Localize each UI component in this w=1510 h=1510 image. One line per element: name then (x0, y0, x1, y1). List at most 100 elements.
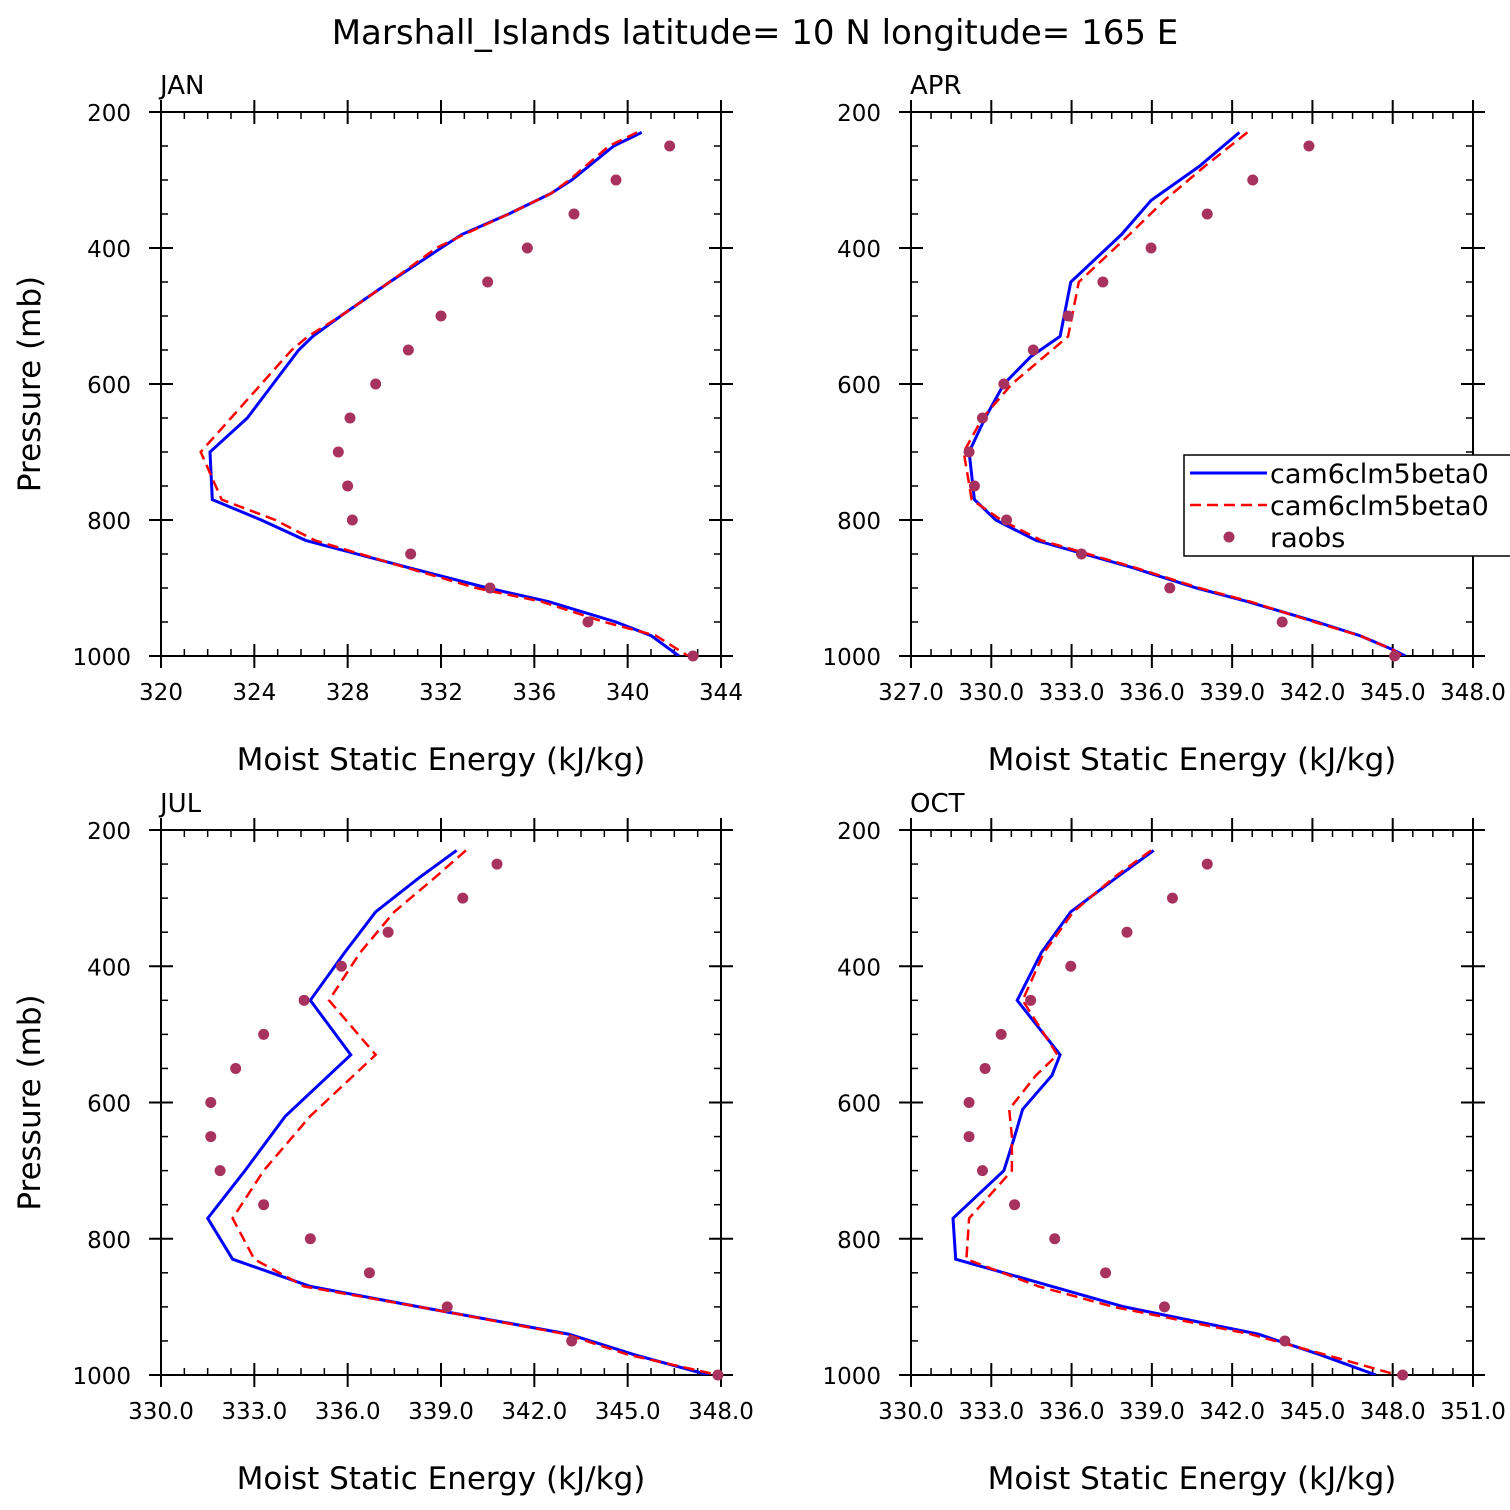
x-tick-label: 328 (326, 680, 370, 706)
raobs-point (1397, 1369, 1409, 1381)
x-tick-label: 345.0 (1360, 680, 1426, 706)
panels: 200 400 600 800 1000 320 324 328 332 336 340 344 Moi… (12, 71, 1506, 1497)
x-tick-label: 351.0 (1440, 1399, 1506, 1425)
x-tick-label: 320 (139, 680, 183, 706)
raobs-point (457, 892, 469, 904)
raobs-point (979, 1062, 991, 1074)
x-tick-label: 333.0 (958, 1399, 1024, 1425)
y-tick-label: 800 (837, 509, 881, 535)
raobs-point (482, 276, 494, 288)
raobs-point (963, 1097, 975, 1108)
raobs-point (205, 1131, 217, 1143)
raobs-point (1025, 994, 1037, 1006)
raobs-point (998, 378, 1010, 390)
raobs-point (441, 1301, 453, 1313)
raobs-point (402, 344, 414, 356)
legend-label-dashed: cam6clm5beta0 (1270, 491, 1489, 522)
y-tick-label: 200 (87, 101, 131, 127)
legend-label-solid: cam6clm5beta0 (1270, 459, 1489, 490)
x-axis-label: Moist Static Energy (kJ/kg) (988, 742, 1397, 778)
panel-title: JUL (158, 789, 202, 819)
raobs-point (521, 242, 533, 254)
series-line-dashed (199, 131, 689, 656)
x-tick-label: 342.0 (501, 1399, 567, 1425)
y-tick-label: 1000 (822, 645, 881, 671)
raobs-point (1121, 926, 1133, 938)
raobs-point (976, 412, 988, 424)
y-axis-label: Pressure (mb) (12, 276, 48, 492)
raobs-point (568, 208, 580, 220)
raobs-point (491, 858, 503, 870)
series-line-dashed (962, 131, 1404, 656)
y-tick-label: 800 (87, 509, 131, 535)
x-axis-label: Moist Static Energy (kJ/kg) (988, 1461, 1397, 1497)
raobs-point (1065, 960, 1077, 972)
y-tick-label: 200 (837, 101, 881, 127)
raobs-point (566, 1335, 578, 1347)
raobs-point (1027, 344, 1039, 356)
raobs-point (664, 140, 676, 152)
y-tick-label: 800 (87, 1228, 131, 1254)
x-tick-label: 333.0 (1039, 680, 1105, 706)
y-tick-label: 1000 (72, 645, 131, 671)
x-tick-label: 336.0 (1119, 680, 1185, 706)
x-axis-label: Moist Static Energy (kJ/kg) (237, 1461, 646, 1497)
panel-oct: 200 400 600 800 1000 330.0 333.0 336.0 339.0 342.… (822, 789, 1505, 1497)
raobs-point (405, 548, 417, 560)
raobs-point (610, 174, 622, 186)
raobs-point (258, 1199, 270, 1211)
legend-label-raobs: raobs (1270, 523, 1345, 554)
series-line-solid (967, 131, 1406, 656)
y-tick-label: 400 (87, 237, 131, 263)
legend-raobs-marker (1223, 531, 1235, 543)
x-tick-label: 339.0 (1119, 1399, 1185, 1425)
y-tick-label: 400 (87, 955, 131, 981)
x-tick-label: 348.0 (1360, 1399, 1426, 1425)
raobs-point (582, 616, 594, 628)
x-tick-label: 327.0 (878, 680, 944, 706)
plot-frame (910, 111, 1474, 657)
raobs-point (1279, 1335, 1291, 1347)
x-tick-label: 342.0 (1279, 680, 1345, 706)
x-tick-label: 336.0 (315, 1399, 381, 1425)
raobs-point (963, 446, 975, 458)
x-tick-label: 340 (606, 680, 650, 706)
x-tick-label: 348.0 (688, 1399, 754, 1425)
y-tick-label: 600 (87, 1092, 131, 1118)
y-tick-label: 1000 (72, 1364, 131, 1390)
raobs-point (435, 310, 447, 322)
raobs-point (1389, 650, 1401, 662)
raobs-point (205, 1097, 217, 1108)
y-tick-label: 400 (837, 955, 881, 981)
legend: cam6clm5beta0 cam6clm5beta0 raobs (1183, 454, 1510, 557)
x-tick-label: 333.0 (221, 1399, 287, 1425)
y-tick-label: 200 (87, 819, 131, 845)
raobs-point (1100, 1267, 1112, 1279)
raobs-point (214, 1165, 226, 1177)
raobs-point (346, 514, 358, 526)
y-tick-label: 1000 (822, 1364, 881, 1390)
y-tick-label: 600 (837, 373, 881, 399)
raobs-point (335, 960, 347, 972)
x-tick-label: 330.0 (878, 1399, 944, 1425)
panel-title: OCT (910, 789, 965, 819)
x-tick-label: 336.0 (1039, 1399, 1105, 1425)
series-line-dashed (231, 849, 719, 1375)
raobs-point (258, 1028, 270, 1040)
y-tick-label: 200 (837, 819, 881, 845)
figure-title: Marshall_Islands latitude= 10 N longitud… (332, 13, 1179, 53)
raobs-point (1164, 582, 1176, 594)
raobs-point (1201, 858, 1213, 870)
y-tick-label: 600 (87, 373, 131, 399)
raobs-point (1276, 616, 1288, 628)
x-tick-label: 332 (419, 680, 463, 706)
raobs-point (363, 1267, 375, 1279)
x-axis-label: Moist Static Energy (kJ/kg) (237, 742, 646, 778)
raobs-point (382, 926, 394, 938)
raobs-point (687, 650, 699, 662)
raobs-point (712, 1369, 724, 1381)
x-tick-label: 339.0 (1199, 680, 1265, 706)
raobs-point (304, 1233, 316, 1245)
x-tick-label: 330.0 (128, 1399, 194, 1425)
